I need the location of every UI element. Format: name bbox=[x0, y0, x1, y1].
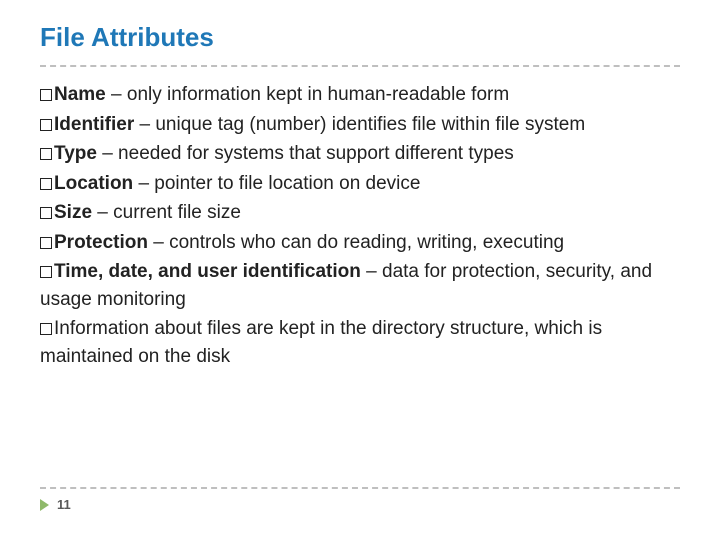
bullet-item: Type – needed for systems that support d… bbox=[40, 140, 680, 168]
square-bullet-icon bbox=[40, 266, 52, 278]
bullet-item: Time, date, and user identification – da… bbox=[40, 258, 680, 313]
bullet-term: Identifier bbox=[54, 114, 134, 135]
arrow-right-icon bbox=[40, 499, 49, 511]
page-indicator: 11 bbox=[40, 497, 680, 512]
bullet-item: Protection – controls who can do reading… bbox=[40, 229, 680, 257]
bullet-item: Location – pointer to file location on d… bbox=[40, 170, 680, 198]
bullet-desc: – pointer to file location on device bbox=[133, 173, 420, 194]
divider-top bbox=[40, 65, 680, 67]
page-number: 11 bbox=[57, 497, 71, 512]
slide-content: Name – only information kept in human-re… bbox=[40, 81, 680, 370]
bullet-item: Identifier – unique tag (number) identif… bbox=[40, 111, 680, 139]
bullet-item: Name – only information kept in human-re… bbox=[40, 81, 680, 109]
bullet-desc: – needed for systems that support differ… bbox=[97, 143, 514, 164]
square-bullet-icon bbox=[40, 119, 52, 131]
square-bullet-icon bbox=[40, 323, 52, 335]
bullet-term: Time, date, and user identification bbox=[54, 261, 361, 282]
bullet-item: Size – current file size bbox=[40, 199, 680, 227]
square-bullet-icon bbox=[40, 178, 52, 190]
bullet-term: Type bbox=[54, 143, 97, 164]
slide-title: File Attributes bbox=[40, 22, 680, 53]
square-bullet-icon bbox=[40, 237, 52, 249]
square-bullet-icon bbox=[40, 148, 52, 160]
bullet-desc: – current file size bbox=[92, 202, 241, 223]
bullet-desc: – only information kept in human-readabl… bbox=[106, 84, 509, 105]
bullet-term: Size bbox=[54, 202, 92, 223]
square-bullet-icon bbox=[40, 207, 52, 219]
bullet-desc: – controls who can do reading, writing, … bbox=[148, 232, 564, 253]
square-bullet-icon bbox=[40, 89, 52, 101]
bullet-term: Name bbox=[54, 84, 106, 105]
slide: File Attributes Name – only information … bbox=[0, 0, 720, 540]
divider-bottom bbox=[40, 487, 680, 489]
bullet-desc: – unique tag (number) identifies file wi… bbox=[134, 114, 585, 135]
bullet-term: Location bbox=[54, 173, 133, 194]
slide-footer: 11 bbox=[40, 487, 680, 512]
bullet-term: Protection bbox=[54, 232, 148, 253]
bullet-item: Information about files are kept in the … bbox=[40, 315, 680, 370]
bullet-desc: Information about files are kept in the … bbox=[40, 318, 602, 367]
